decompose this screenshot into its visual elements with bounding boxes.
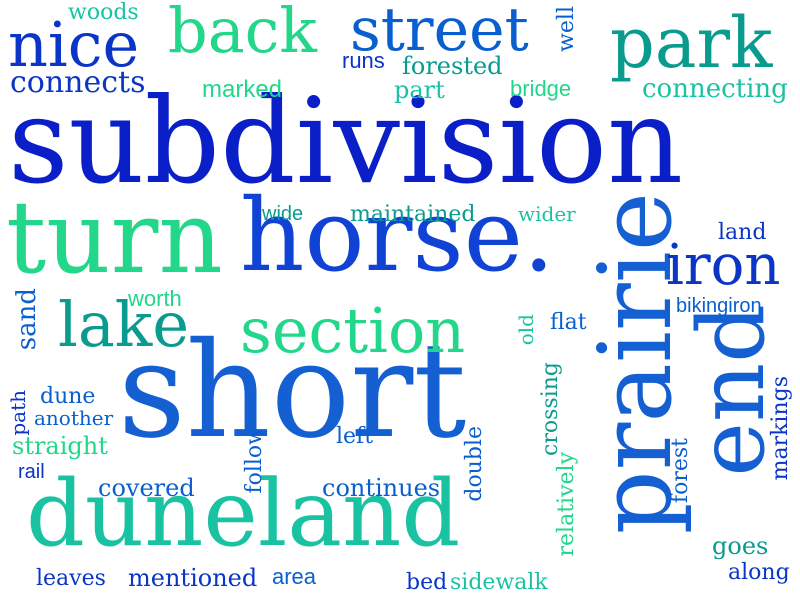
word-part: part [394, 76, 445, 104]
word-lake: lake [58, 288, 190, 361]
word-follow: follow [242, 426, 267, 494]
word-runs: runs [342, 48, 385, 73]
word-wide: wide [262, 203, 304, 225]
word-leaves: leaves [36, 566, 106, 591]
word-forest: forest [668, 438, 693, 504]
word-goes: goes [712, 532, 769, 560]
word-nice: nice [8, 8, 140, 81]
word-well: well [554, 6, 579, 52]
word-horse: horse. [240, 177, 555, 294]
word-wider: wider [518, 202, 576, 226]
word-worth: worth [128, 286, 182, 311]
word-sand: sand [12, 288, 42, 351]
word-connects: connects [10, 65, 146, 100]
word-section: section [240, 294, 466, 367]
word-maintained: maintained [350, 202, 476, 227]
word-old: old [514, 314, 538, 346]
word-forested: forested [402, 52, 503, 80]
word-another: another [34, 406, 114, 430]
word-bridge: bridge [510, 76, 572, 101]
word-flat: flat [550, 310, 587, 335]
word-dune: dune [40, 384, 96, 409]
word-straight: straight [12, 432, 108, 460]
word-path: path [6, 390, 30, 436]
word-mentioned: mentioned [128, 564, 258, 592]
word-iron: iron [666, 233, 781, 298]
word-double: double [462, 426, 487, 502]
word-marked: marked [202, 76, 283, 103]
word-crossing: crossing [538, 362, 563, 456]
word-woods: woods [68, 0, 139, 25]
word-street: street [350, 0, 529, 65]
word-back: back [168, 0, 317, 67]
word-rail: rail [18, 461, 45, 483]
word-sidewalk: sidewalk [450, 570, 548, 595]
word-bikingiron: bikingiron [676, 295, 762, 317]
word-connecting: connecting [642, 74, 788, 104]
word-markings: markings [768, 376, 793, 481]
word-along: along [728, 560, 790, 585]
word-land: land [718, 220, 767, 245]
word-area: area [272, 564, 317, 589]
word-park: park [610, 2, 773, 84]
word-short: short [118, 314, 467, 468]
word-duneland: duneland [26, 460, 461, 567]
word-end: end [678, 304, 785, 477]
word-bed: bed [406, 570, 448, 595]
word-continues: continues [322, 474, 441, 502]
word-left: left [336, 424, 374, 449]
word-relatively: relatively [554, 452, 579, 557]
word-subdivision: subdivision [8, 72, 684, 210]
word-turn: turn [6, 179, 223, 296]
word-covered: covered [98, 474, 195, 502]
